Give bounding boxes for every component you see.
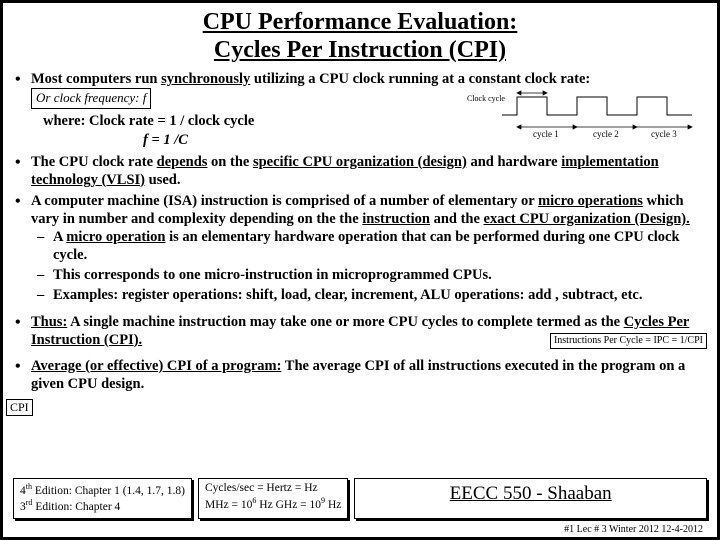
- bullet-list-2: The CPU clock rate depends on the specif…: [13, 153, 707, 394]
- sub-2: This corresponds to one micro-instructio…: [53, 266, 707, 284]
- sub-list: A micro operation is an elementary hardw…: [31, 228, 707, 305]
- frequency-box: Or clock frequency: f: [31, 88, 151, 108]
- hertz-box: Cycles/sec = Hertz = Hz MHz = 106 Hz GHz…: [198, 478, 348, 519]
- lecture-info: #1 Lec # 3 Winter 2012 12-4-2012: [564, 524, 703, 535]
- cycle2-label: cycle 2: [593, 129, 619, 139]
- edition-box: 4th Edition: Chapter 1 (1.4, 1.7, 1.8) 3…: [13, 478, 192, 519]
- slide-title: CPU Performance Evaluation: Cycles Per I…: [13, 9, 707, 64]
- bullet-4: Thus: A single machine instruction may t…: [31, 313, 707, 349]
- bullet-list: Most computers run synchronously utilizi…: [13, 70, 707, 108]
- ipc-box: Instructions Per Cycle = IPC = 1/CPI: [550, 333, 707, 350]
- title-line2: Cycles Per Instruction (CPI): [214, 37, 506, 63]
- slide-frame: CPU Performance Evaluation: Cycles Per I…: [0, 0, 720, 540]
- bullet-5: Average (or effective) CPI of a program:…: [31, 357, 707, 393]
- cycle1-label: cycle 1: [533, 129, 559, 139]
- course-box: EECC 550 - Shaaban: [354, 478, 707, 519]
- bullet-2: The CPU clock rate depends on the specif…: [31, 153, 707, 189]
- sub-3: Examples: register operations: shift, lo…: [53, 286, 707, 304]
- bullet-1: Most computers run synchronously utilizi…: [31, 70, 707, 108]
- bullet-3: A computer machine (ISA) instruction is …: [31, 192, 707, 305]
- sub-1: A micro operation is an elementary hardw…: [53, 228, 707, 264]
- cpi-tag: CPI: [6, 399, 33, 416]
- title-line1: CPU Performance Evaluation:: [203, 9, 518, 35]
- cycle3-label: cycle 3: [651, 129, 677, 139]
- footer-row: 4th Edition: Chapter 1 (1.4, 1.7, 1.8) 3…: [13, 478, 707, 519]
